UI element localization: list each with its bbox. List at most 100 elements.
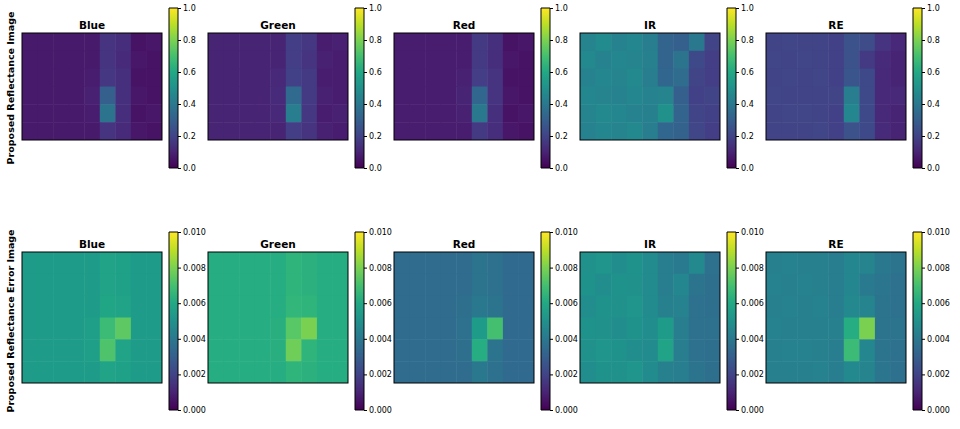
cell [208,361,224,383]
cell [782,122,798,140]
colorbar [913,232,922,410]
image-frame [580,252,720,383]
cell [627,361,643,383]
cell [766,296,782,318]
cell [782,51,798,69]
cell [487,122,503,140]
tick-label: 0.010 [741,228,764,237]
cell [658,296,674,318]
cell [472,33,488,51]
cell [394,87,410,105]
tick: 1.0 [922,4,940,13]
cells [766,252,906,383]
cell [596,339,612,361]
cells [208,252,348,383]
tick-label: 0.004 [927,335,950,344]
cell [487,252,503,274]
cell [844,296,860,318]
tick-label: 1.0 [183,4,196,13]
cell [875,104,891,122]
tick-label: 0.006 [369,299,392,308]
cell [410,122,426,140]
tick: 0.010 [178,228,206,237]
cell [859,252,875,274]
cell [441,122,457,140]
cell [239,122,255,140]
cell [425,361,441,383]
cell [394,252,410,274]
cell [456,274,472,296]
cell [270,69,286,87]
cell [782,252,798,274]
cell [270,339,286,361]
cell [611,318,627,340]
tick-mark [922,268,925,269]
tick-mark [364,168,367,169]
cell [859,361,875,383]
cell [642,104,658,122]
cell [332,69,348,87]
tick: 0.006 [922,299,950,308]
tick-label: 0.2 [555,132,568,141]
cell [53,318,69,340]
image-frame [394,252,534,383]
panel: Green0.00.20.40.60.81.0 [208,4,382,173]
colorbar-axis: 0.00.20.40.60.81.0 [541,4,568,173]
cell [890,104,906,122]
cell [69,87,85,105]
row-label: Proposed Reflectance Image [5,12,16,165]
cell [410,339,426,361]
tick-label: 0.6 [741,68,754,77]
cell [642,339,658,361]
cell [115,122,131,140]
colorbar-frame [355,8,364,168]
cell [487,339,503,361]
cell [100,87,116,105]
cell [673,274,689,296]
colorbar [541,232,550,410]
cell [208,296,224,318]
cell [580,274,596,296]
cell [53,122,69,140]
cell [38,274,54,296]
cell [611,51,627,69]
cell [611,339,627,361]
colorbar-frame [541,8,550,168]
tick-mark [550,40,553,41]
cell [239,69,255,87]
cell [797,104,813,122]
cell [704,252,720,274]
cell [425,33,441,51]
tick-label: 0.000 [555,406,578,415]
tick-label: 0.004 [741,335,764,344]
cell [425,69,441,87]
cell [580,318,596,340]
panel: RE0.0000.0020.0040.0060.0080.010 [766,228,950,415]
cell [255,122,271,140]
tick-mark [178,410,181,411]
tick: 0.6 [550,68,568,77]
cell [518,274,534,296]
cell [286,361,302,383]
cell [115,274,131,296]
cell [115,339,131,361]
colorbar-frame [913,8,922,168]
cell [487,87,503,105]
cell [410,69,426,87]
tick: 0.8 [178,36,196,45]
cell [255,318,271,340]
cell [611,69,627,87]
tick-label: 0.010 [555,228,578,237]
cell [627,33,643,51]
cell [286,122,302,140]
cell [410,274,426,296]
panel: Blue0.0000.0020.0040.0060.0080.010 [22,228,206,415]
cell [53,274,69,296]
cell [239,51,255,69]
tick: 0.010 [550,228,578,237]
cell [255,33,271,51]
tick-label: 0.002 [927,370,950,379]
cell [890,252,906,274]
cell [100,252,116,274]
cell [332,87,348,105]
